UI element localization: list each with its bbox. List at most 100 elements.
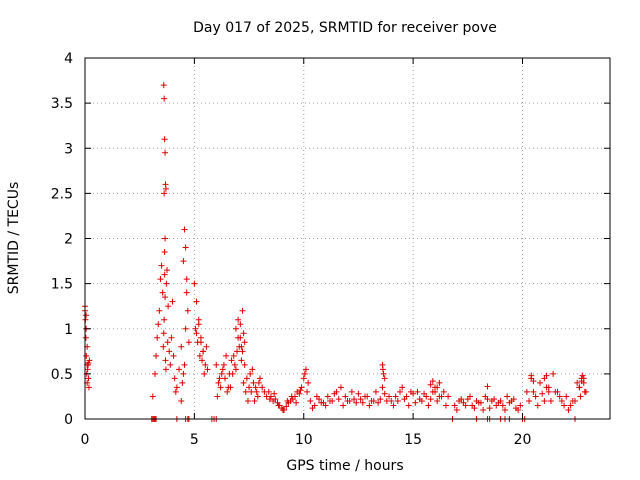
data-point bbox=[523, 388, 530, 395]
data-point bbox=[82, 334, 89, 341]
data-point bbox=[375, 399, 382, 406]
data-point bbox=[425, 402, 432, 409]
data-point bbox=[390, 402, 397, 409]
data-point bbox=[164, 339, 171, 346]
data-point bbox=[201, 370, 208, 377]
data-point bbox=[191, 280, 198, 287]
data-point bbox=[178, 343, 185, 350]
data-point bbox=[399, 384, 406, 391]
data-point bbox=[324, 393, 331, 400]
data-point bbox=[353, 399, 360, 406]
data-point bbox=[434, 384, 441, 391]
data-point bbox=[340, 402, 347, 409]
data-point bbox=[149, 393, 156, 400]
data-point bbox=[302, 366, 309, 373]
data-point bbox=[170, 352, 177, 359]
data-point bbox=[164, 267, 171, 274]
data-point bbox=[539, 390, 546, 397]
data-point bbox=[171, 375, 178, 382]
data-point bbox=[471, 405, 478, 412]
data-point bbox=[458, 396, 465, 403]
data-point bbox=[581, 388, 588, 395]
y-tick-label: 1 bbox=[64, 322, 73, 338]
data-point bbox=[272, 396, 279, 403]
data-point bbox=[547, 397, 554, 404]
data-point bbox=[85, 375, 92, 382]
data-point bbox=[300, 375, 307, 382]
y-tick-label: 3.5 bbox=[51, 96, 73, 112]
data-point bbox=[305, 379, 312, 386]
data-point bbox=[502, 406, 508, 413]
data-point bbox=[297, 387, 304, 394]
data-point bbox=[162, 357, 169, 364]
data-point bbox=[372, 388, 379, 395]
data-point bbox=[537, 379, 543, 386]
data-point bbox=[436, 393, 443, 400]
data-point bbox=[541, 397, 548, 404]
data-point bbox=[357, 396, 364, 403]
data-point bbox=[497, 397, 504, 404]
data-point bbox=[231, 361, 238, 368]
y-tick-label: 2 bbox=[64, 232, 73, 248]
data-point bbox=[180, 370, 187, 377]
data-point bbox=[414, 388, 421, 395]
data-point bbox=[427, 396, 434, 403]
data-point bbox=[182, 325, 189, 332]
data-point bbox=[440, 388, 447, 395]
data-point bbox=[184, 307, 191, 314]
data-point bbox=[515, 406, 522, 413]
data-point bbox=[579, 372, 586, 379]
axis-ticks bbox=[84, 57, 610, 420]
data-point bbox=[185, 339, 192, 346]
data-point bbox=[248, 388, 255, 395]
data-point bbox=[162, 366, 169, 373]
data-point bbox=[569, 397, 576, 404]
data-point bbox=[182, 244, 189, 251]
data-point bbox=[379, 384, 386, 391]
grid-lines bbox=[85, 58, 610, 419]
data-point bbox=[528, 372, 535, 379]
x-tick-label: 10 bbox=[295, 432, 313, 448]
data-point bbox=[242, 388, 249, 395]
data-point bbox=[86, 357, 93, 364]
data-point bbox=[195, 321, 202, 328]
data-point bbox=[462, 402, 469, 409]
data-point bbox=[412, 399, 419, 406]
data-point bbox=[298, 384, 305, 391]
data-point bbox=[381, 375, 388, 382]
data-point bbox=[296, 390, 303, 397]
data-point bbox=[157, 276, 164, 283]
data-point bbox=[565, 406, 572, 413]
data-point bbox=[215, 379, 222, 386]
data-point bbox=[313, 393, 320, 400]
data-point bbox=[238, 357, 245, 364]
data-point bbox=[213, 361, 220, 368]
data-point bbox=[241, 339, 248, 346]
data-point bbox=[506, 399, 513, 406]
data-point bbox=[83, 352, 90, 359]
data-point bbox=[380, 370, 387, 377]
data-point bbox=[574, 379, 581, 386]
data-point bbox=[331, 390, 338, 397]
data-point bbox=[156, 307, 163, 314]
data-point bbox=[183, 276, 190, 283]
data-point bbox=[232, 366, 239, 373]
data-point bbox=[168, 334, 175, 341]
data-point bbox=[309, 405, 316, 412]
data-point bbox=[504, 393, 511, 400]
chart-title: Day 017 of 2025, SRMTID for receiver pov… bbox=[193, 20, 497, 36]
x-axis-label: GPS time / hours bbox=[286, 458, 403, 474]
data-point bbox=[160, 330, 167, 337]
data-point bbox=[239, 348, 246, 355]
data-point bbox=[392, 393, 399, 400]
data-point bbox=[167, 361, 174, 368]
data-point bbox=[558, 397, 565, 404]
data-point bbox=[580, 379, 587, 386]
y-tick-label: 0 bbox=[64, 412, 73, 428]
data-point bbox=[552, 388, 559, 395]
data-point bbox=[493, 402, 500, 409]
data-point bbox=[234, 348, 241, 355]
data-point bbox=[223, 352, 230, 359]
data-point bbox=[154, 334, 161, 341]
